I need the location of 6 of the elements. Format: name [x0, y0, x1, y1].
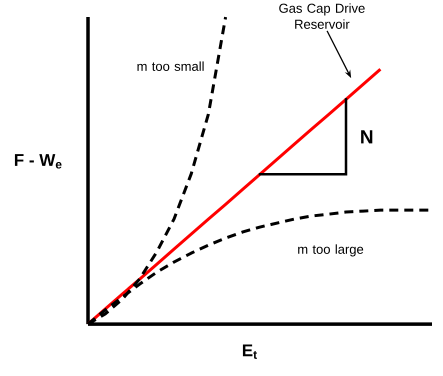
annotation: N	[361, 130, 372, 144]
y-axis-title: F - W$_{e}$	[14, 154, 62, 169]
series-label: m too large	[298, 244, 364, 256]
text: Gas Cap Drive Reservoir	[279, 3, 365, 29]
x-axis-title: E$_{t}$	[242, 344, 257, 359]
series-label: m too small	[137, 61, 204, 71]
